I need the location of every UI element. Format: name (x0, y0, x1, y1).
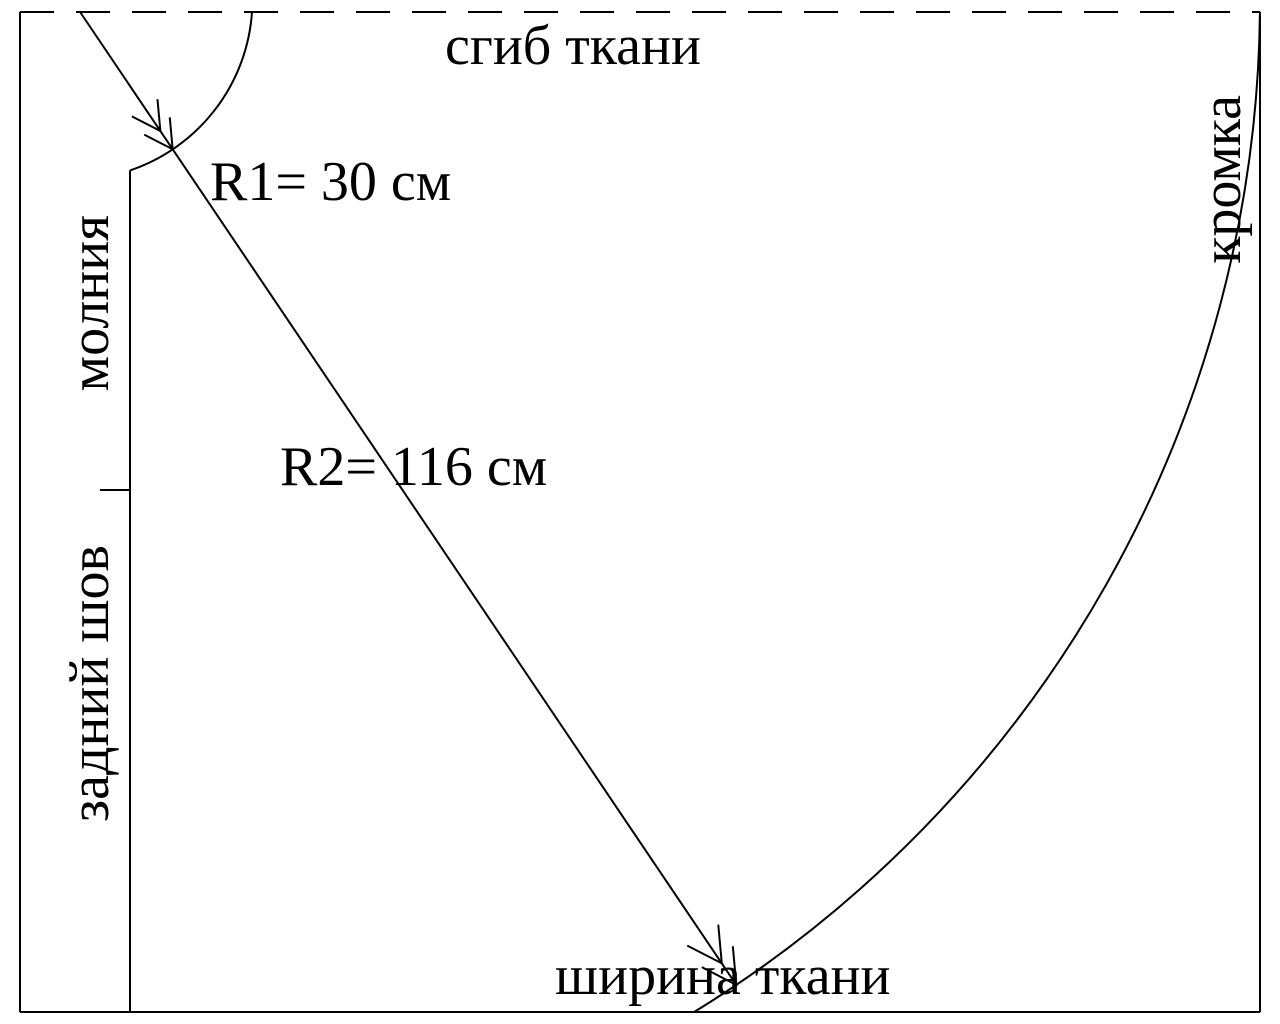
selvage-label: кромка (1190, 95, 1254, 264)
width-label: ширина ткани (555, 944, 891, 1008)
pattern-diagram: сгиб ткани кромка ширина ткани молния за… (0, 0, 1280, 1024)
back-seam-label: задний шов (58, 545, 122, 822)
radius-2-label: R2= 116 см (280, 435, 547, 499)
fold-label: сгиб ткани (445, 14, 701, 78)
zipper-label: молния (58, 215, 122, 391)
diagram-svg (0, 0, 1280, 1024)
radius-1-label: R1= 30 см (210, 150, 451, 214)
